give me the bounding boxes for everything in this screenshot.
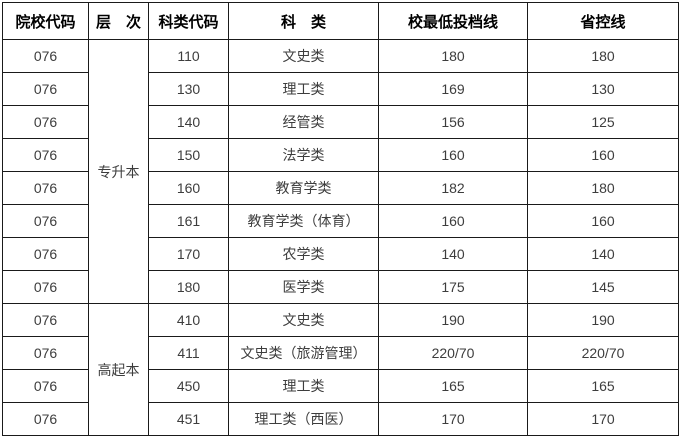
cell-province-line: 190 [527, 303, 679, 337]
header-subject-code: 科类代码 [148, 2, 229, 40]
cell-subject: 医学类 [228, 270, 379, 304]
cell-level-zhuanshengben: 专升本 [88, 39, 149, 304]
cell-institution-code: 076 [2, 171, 89, 205]
cell-subject-code: 451 [148, 402, 229, 436]
cell-institution-code: 076 [2, 72, 89, 106]
table-row: 076 170 农学类 140 140 [2, 237, 679, 271]
cell-school-min-line: 180 [378, 39, 528, 73]
cell-school-min-line: 190 [378, 303, 528, 337]
cell-subject-code: 180 [148, 270, 229, 304]
cell-subject-code: 410 [148, 303, 229, 337]
cell-subject-code: 130 [148, 72, 229, 106]
cell-school-min-line: 140 [378, 237, 528, 271]
cell-subject: 理工类 [228, 72, 379, 106]
cell-school-min-line: 169 [378, 72, 528, 106]
cell-school-min-line: 156 [378, 105, 528, 139]
cell-institution-code: 076 [2, 336, 89, 370]
cell-subject: 文史类 [228, 303, 379, 337]
cell-province-line: 160 [527, 204, 679, 238]
cell-school-min-line: 160 [378, 204, 528, 238]
table-row: 076 130 理工类 169 130 [2, 72, 679, 106]
table-row: 076 150 法学类 160 160 [2, 138, 679, 172]
cell-province-line: 160 [527, 138, 679, 172]
cell-school-min-line: 165 [378, 369, 528, 403]
table-row: 076 161 教育学类（体育） 160 160 [2, 204, 679, 238]
header-row: 院校代码 层 次 科类代码 科 类 校最低投档线 省控线 [2, 2, 679, 40]
cell-subject-code: 110 [148, 39, 229, 73]
cell-province-line: 220/70 [527, 336, 679, 370]
table-row: 076 450 理工类 165 165 [2, 369, 679, 403]
cell-subject: 理工类 [228, 369, 379, 403]
cell-institution-code: 076 [2, 402, 89, 436]
cell-school-min-line: 220/70 [378, 336, 528, 370]
cell-province-line: 170 [527, 402, 679, 436]
cell-subject: 教育学类（体育） [228, 204, 379, 238]
cell-school-min-line: 170 [378, 402, 528, 436]
cell-institution-code: 076 [2, 39, 89, 73]
cell-school-min-line: 182 [378, 171, 528, 205]
cell-subject: 经管类 [228, 105, 379, 139]
cell-province-line: 130 [527, 72, 679, 106]
cell-subject: 理工类（西医） [228, 402, 379, 436]
cell-subject-code: 150 [148, 138, 229, 172]
cell-institution-code: 076 [2, 105, 89, 139]
cell-province-line: 140 [527, 237, 679, 271]
header-province-line: 省控线 [527, 2, 679, 40]
cell-subject-code: 450 [148, 369, 229, 403]
header-level: 层 次 [88, 2, 149, 40]
cell-institution-code: 076 [2, 303, 89, 337]
cell-institution-code: 076 [2, 270, 89, 304]
cell-institution-code: 076 [2, 237, 89, 271]
header-school-min-line: 校最低投档线 [378, 2, 528, 40]
cell-province-line: 180 [527, 171, 679, 205]
cell-subject-code: 411 [148, 336, 229, 370]
cell-subject: 教育学类 [228, 171, 379, 205]
cell-province-line: 165 [527, 369, 679, 403]
cell-subject: 文史类 [228, 39, 379, 73]
cell-school-min-line: 175 [378, 270, 528, 304]
header-subject: 科 类 [228, 2, 379, 40]
table-row: 076 160 教育学类 182 180 [2, 171, 679, 205]
header-institution-code: 院校代码 [2, 2, 89, 40]
cell-subject-code: 140 [148, 105, 229, 139]
cell-province-line: 145 [527, 270, 679, 304]
table-row: 076 451 理工类（西医） 170 170 [2, 402, 679, 436]
cell-institution-code: 076 [2, 369, 89, 403]
cell-province-line: 125 [527, 105, 679, 139]
cell-school-min-line: 160 [378, 138, 528, 172]
cell-subject: 法学类 [228, 138, 379, 172]
cell-subject-code: 170 [148, 237, 229, 271]
cell-institution-code: 076 [2, 204, 89, 238]
cell-level-gaoqiben: 高起本 [88, 303, 149, 436]
cell-subject: 文史类（旅游管理） [228, 336, 379, 370]
cell-subject: 农学类 [228, 237, 379, 271]
table-row: 076 140 经管类 156 125 [2, 105, 679, 139]
cell-province-line: 180 [527, 39, 679, 73]
cell-institution-code: 076 [2, 138, 89, 172]
table-row: 076 高起本 410 文史类 190 190 [2, 303, 679, 436]
cell-subject-code: 161 [148, 204, 229, 238]
cell-subject-code: 160 [148, 171, 229, 205]
table-row: 076 专升本 110 文史类 180 180 [2, 39, 679, 304]
table-row: 076 411 文史类（旅游管理） 220/70 220/70 [2, 336, 679, 370]
